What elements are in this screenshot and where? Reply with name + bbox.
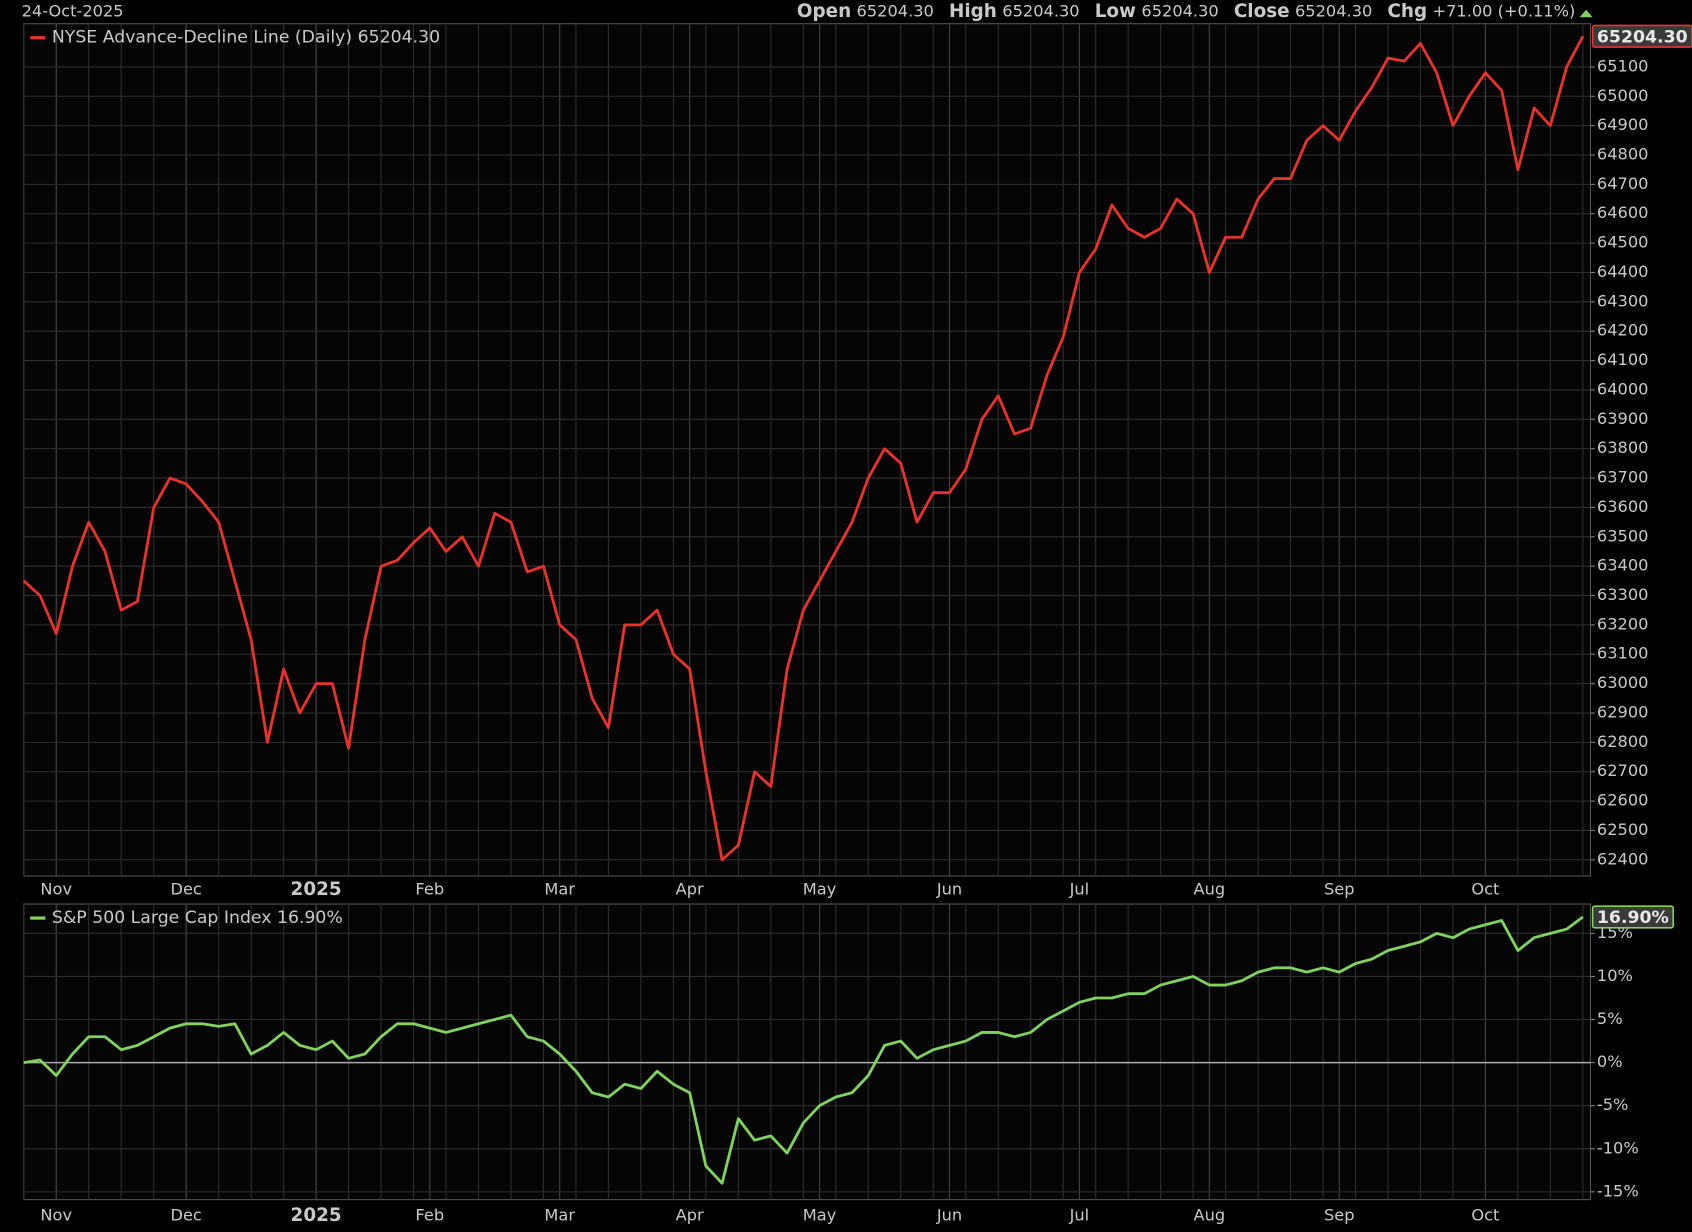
y-tick-label: 64500 (1597, 233, 1649, 252)
x-tick-label: Jun (936, 1205, 962, 1224)
series-line (23, 915, 1584, 1185)
y-tick-label: 10% (1597, 966, 1633, 985)
up-arrow (1579, 9, 1593, 18)
plot-area (23, 903, 1591, 1201)
header-value: 65204.30 (1002, 1, 1079, 20)
x-tick-label: Dec (171, 880, 202, 899)
x-tick-label: Nov (40, 1205, 72, 1224)
last-value-label: 16.90% (1597, 908, 1669, 928)
y-tick-label: 64200 (1597, 321, 1649, 340)
x-tick-label: Sep (1324, 880, 1355, 899)
x-tick-label: Aug (1194, 880, 1226, 899)
y-tick-label: 64300 (1597, 291, 1649, 310)
y-tick-label: 63600 (1597, 497, 1649, 516)
y-tick-label: 64400 (1597, 262, 1649, 281)
y-tick-label: 62700 (1597, 761, 1649, 780)
x-tick-label: Oct (1471, 880, 1499, 899)
x-tick-label: Apr (676, 880, 704, 899)
y-tick-label: 63100 (1597, 644, 1649, 663)
header-value: 65204.30 (1295, 1, 1372, 20)
plot-area (23, 23, 1591, 877)
y-tick-label: 63400 (1597, 556, 1649, 575)
x-tick-label: Dec (171, 1205, 202, 1224)
header-value: 65204.30 (857, 1, 934, 20)
legend-label: NYSE Advance-Decline Line (Daily) 65204.… (52, 28, 440, 48)
y-tick-label: 63500 (1597, 526, 1649, 545)
x-tick-label: 2025 (291, 879, 342, 900)
y-tick-label: 63300 (1597, 585, 1649, 604)
x-tick-label: Feb (415, 1205, 444, 1224)
y-tick-label: 62500 (1597, 820, 1649, 839)
x-tick-label: Mar (544, 1205, 575, 1224)
x-tick-label: Sep (1324, 1205, 1355, 1224)
y-tick-label: 64800 (1597, 145, 1649, 164)
y-tick-label: 64000 (1597, 379, 1649, 398)
header-label: High (949, 1, 997, 22)
header-label: Chg (1387, 1, 1427, 22)
y-tick-label: -5% (1597, 1095, 1629, 1114)
y-tick-label: 62800 (1597, 732, 1649, 751)
x-tick-label: 2025 (291, 1205, 342, 1226)
last-value-box (1591, 905, 1675, 929)
y-tick-label: 63000 (1597, 673, 1649, 692)
y-tick-label: -10% (1597, 1138, 1639, 1157)
x-tick-label: May (803, 880, 837, 899)
header-value: +71.00 (+0.11%) (1433, 1, 1576, 20)
header-label: Close (1234, 1, 1290, 22)
series-line (22, 35, 1585, 862)
y-tick-label: 64900 (1597, 115, 1649, 134)
y-tick-label: 63800 (1597, 438, 1649, 457)
header-label: Low (1095, 1, 1136, 22)
x-tick-label: Nov (40, 880, 72, 899)
y-tick-label: 63200 (1597, 614, 1649, 633)
y-tick-label: 62900 (1597, 703, 1649, 722)
x-tick-label: Jul (1069, 880, 1090, 899)
y-tick-label: -15% (1597, 1181, 1639, 1200)
header-label: Open (797, 1, 851, 22)
y-tick-label: 64100 (1597, 350, 1649, 369)
y-tick-label: 64600 (1597, 203, 1649, 222)
y-tick-label: 5% (1597, 1009, 1623, 1028)
y-tick-label: 64700 (1597, 174, 1649, 193)
x-tick-label: Mar (544, 880, 575, 899)
x-tick-label: Oct (1471, 1205, 1499, 1224)
x-tick-label: Jul (1069, 1205, 1090, 1224)
y-tick-label: 63900 (1597, 409, 1649, 428)
x-tick-label: Aug (1194, 1205, 1226, 1224)
x-tick-label: Feb (415, 880, 444, 899)
y-tick-label: 0% (1597, 1052, 1623, 1071)
x-tick-label: May (803, 1205, 837, 1224)
x-tick-label: Jun (936, 880, 962, 899)
chart-date: 24-Oct-2025 (22, 1, 124, 20)
last-value-label: 65204.30 (1597, 27, 1688, 47)
y-tick-label: 65100 (1597, 56, 1649, 75)
y-tick-label: 63700 (1597, 468, 1649, 487)
legend-label: S&P 500 Large Cap Index 16.90% (52, 908, 343, 928)
x-tick-label: Apr (676, 1205, 704, 1224)
y-tick-label: 62400 (1597, 849, 1649, 868)
y-tick-label: 62600 (1597, 791, 1649, 810)
header-value: 65204.30 (1141, 1, 1218, 20)
y-tick-label: 65000 (1597, 86, 1649, 105)
